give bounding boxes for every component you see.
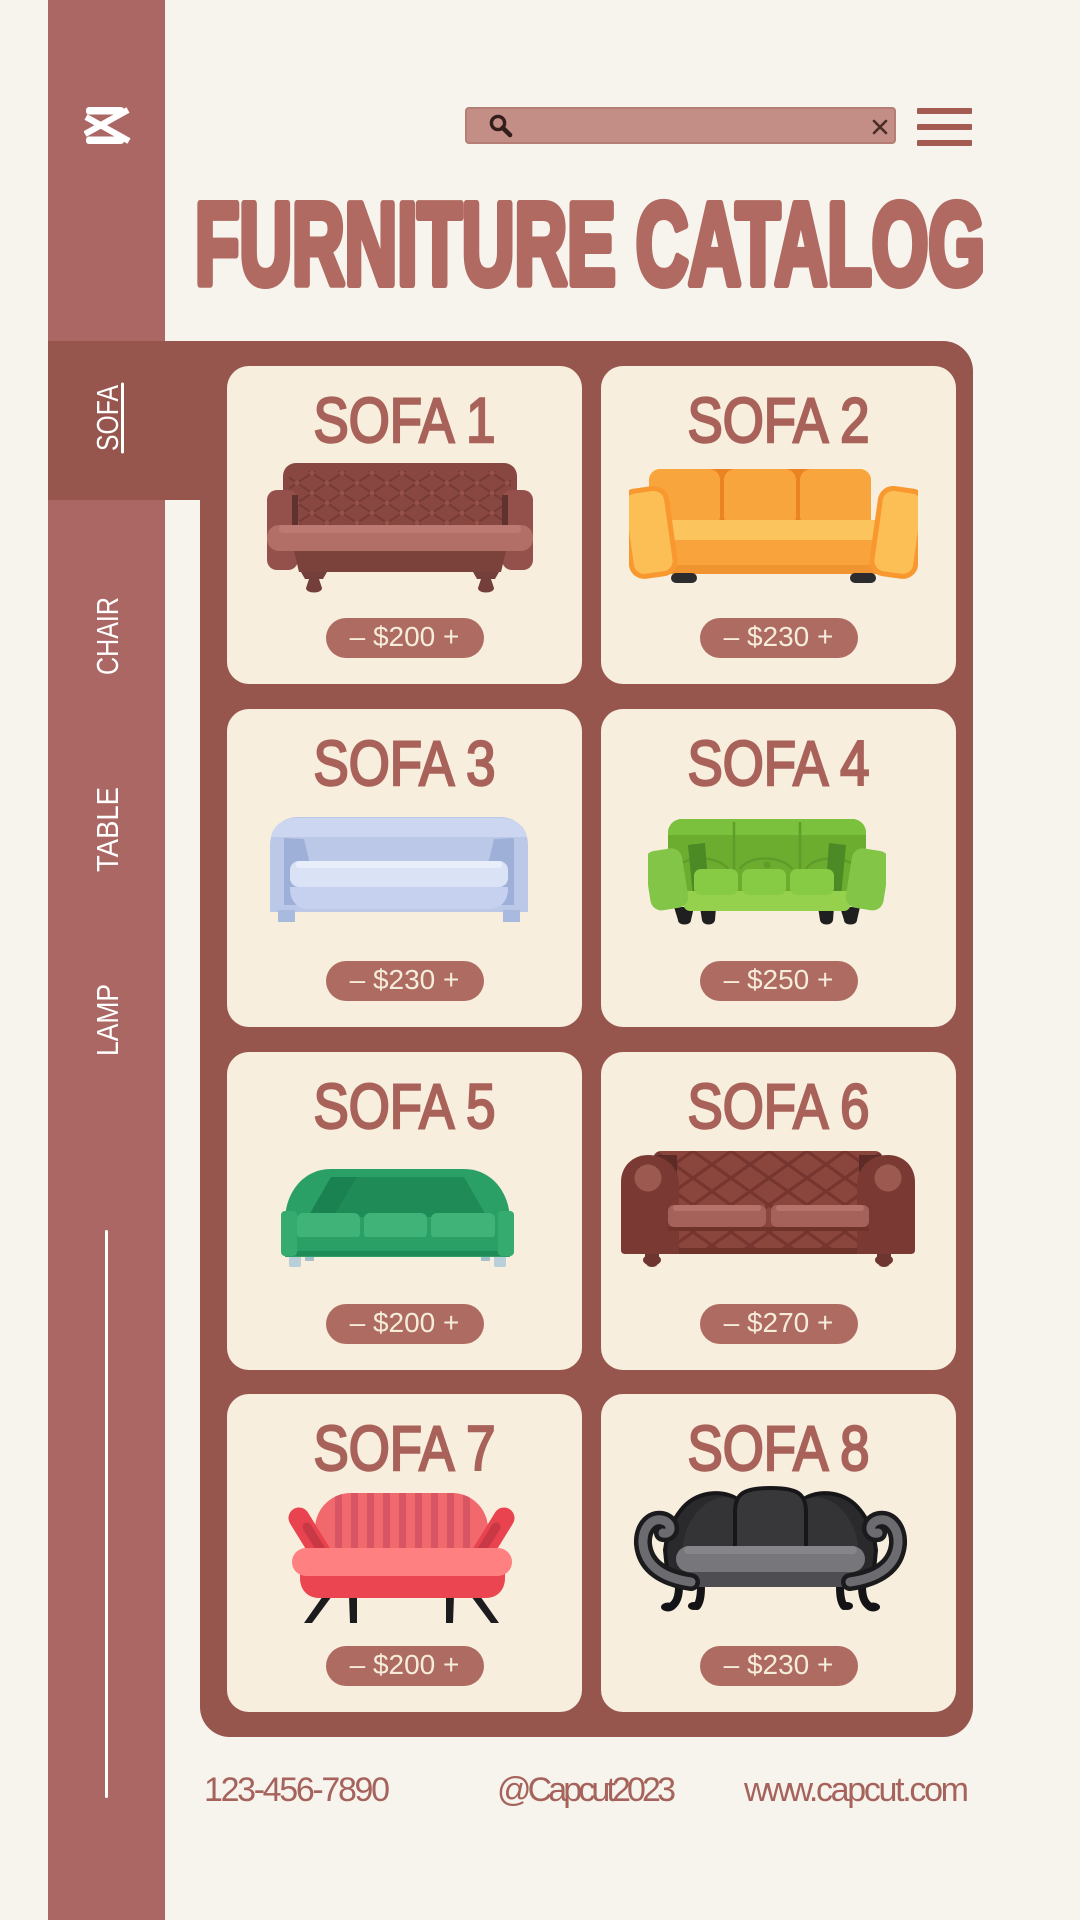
svg-text:LAMP: LAMP xyxy=(90,984,125,1056)
svg-text:FURNITURE CATALOG: FURNITURE CATALOG xyxy=(195,179,985,309)
svg-text:TABLE: TABLE xyxy=(90,787,125,872)
svg-text:www.capcut.com: www.capcut.com xyxy=(743,1771,969,1809)
svg-text:SOFA 4: SOFA 4 xyxy=(688,729,870,799)
svg-text:@Capcut2023: @Capcut2023 xyxy=(497,1771,676,1809)
svg-text:SOFA 6: SOFA 6 xyxy=(688,1072,870,1142)
svg-text:SOFA 1: SOFA 1 xyxy=(314,386,496,456)
svg-text:123-456-7890: 123-456-7890 xyxy=(204,1771,390,1809)
svg-text:SOFA: SOFA xyxy=(90,385,125,451)
svg-text:SOFA 3: SOFA 3 xyxy=(314,729,496,799)
svg-text:CHAIR: CHAIR xyxy=(90,597,125,675)
svg-text:SOFA 7: SOFA 7 xyxy=(314,1414,496,1484)
svg-text:SOFA 2: SOFA 2 xyxy=(688,386,870,456)
svg-text:SOFA 8: SOFA 8 xyxy=(688,1414,870,1484)
svg-text:SOFA 5: SOFA 5 xyxy=(314,1072,496,1142)
